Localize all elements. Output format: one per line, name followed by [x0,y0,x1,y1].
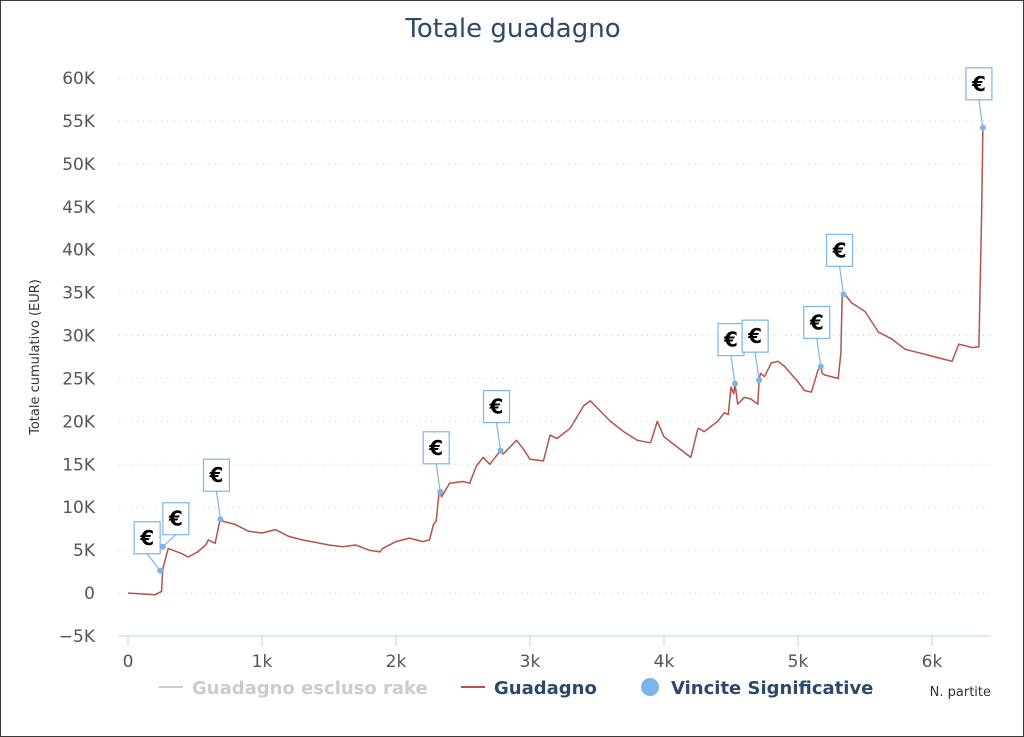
euro-icon: € [489,395,504,419]
legend-label: Guadagno [494,678,597,699]
marker-point[interactable] [756,377,763,384]
significant-win-marker[interactable]: € [741,319,769,384]
legend-circle-symbol [641,678,659,696]
y-tick-label: 15K [62,455,96,475]
y-tick-label: 60K [62,69,96,89]
significant-win-marker[interactable]: € [717,323,745,387]
x-axis-label: N. partite [930,685,991,700]
marker-point[interactable] [732,380,739,387]
significant-win-marker[interactable]: € [422,431,450,495]
euro-icon: € [168,507,183,531]
marker-flag [825,233,854,267]
marker-point[interactable] [437,488,444,495]
y-tick-label: 25K [62,369,96,389]
euro-icon: € [809,310,824,334]
chart-title: Totale guadagno [404,14,620,44]
marker-point[interactable] [217,516,224,523]
marker-connector [816,338,822,367]
y-tick-label: 5K [73,541,96,561]
marker-flag [133,521,161,555]
marker-connector [754,352,760,381]
euro-icon: € [832,238,847,262]
y-tick-label: −5K [59,627,96,647]
euro-icon: € [428,436,443,460]
marker-connector [978,99,984,128]
legend[interactable]: Guadagno escluso rake Guadagno Vincite Sig… [159,678,873,699]
legend-item[interactable]: Vincite Significative [641,678,873,699]
grid [119,77,991,637]
marker-point[interactable] [497,447,504,454]
x-tick-label: 1k [252,652,273,672]
x-tick-label: 4k [654,652,675,672]
x-axis-ticks: 0 1k 2k 3k 4k 5k 6k [119,635,991,672]
y-tick-label: 50K [62,155,96,175]
series-layer [127,124,985,596]
y-tick-label: 0 [84,584,95,604]
significant-win-marker[interactable]: € [202,458,231,523]
marker-point[interactable] [159,543,166,550]
y-tick-label: 30K [62,327,96,347]
y-tick-label: 10K [62,498,96,518]
y-tick-label: 45K [62,198,96,218]
x-tick-label: 2k [386,652,407,672]
y-tick-label: 55K [62,112,96,132]
y-tick-label: 40K [62,241,96,261]
x-tick-label: 5k [788,652,809,672]
significant-win-marker[interactable]: € [803,305,831,370]
euro-icon: € [971,72,986,96]
marker-point[interactable] [840,291,847,298]
x-tick-label: 6k [922,652,943,672]
y-tick-label: 20K [62,412,96,432]
marker-flag [422,431,450,465]
significant-win-marker[interactable]: € [159,502,190,550]
marker-point[interactable] [979,124,986,131]
y-axis-ticks: −5K 0 5K 10K 15K 20K 25K 30K 35K 40K 45K 50K 55K 60K [59,69,96,647]
markers-layer: € € € € € € € € € € [133,67,993,574]
legend-item[interactable]: Guadagno [461,678,597,699]
legend-label: Guadagno escluso rake [192,678,428,699]
marker-flag [803,305,831,340]
significant-win-marker[interactable]: € [965,67,993,131]
legend-label: Vincite Significative [671,678,873,699]
marker-connector [146,553,161,572]
euro-icon: € [723,328,738,352]
legend-item[interactable]: Guadagno escluso rake [159,678,428,699]
marker-connector [435,463,441,492]
marker-flag [741,319,769,353]
significant-win-marker[interactable]: € [133,521,164,574]
marker-flag [162,502,190,536]
euro-icon: € [747,324,762,348]
x-tick-label: 3k [520,652,541,672]
marker-point[interactable] [157,567,164,574]
marker-flag [482,389,511,424]
series-line-1[interactable] [127,124,985,596]
marker-connector [838,266,845,295]
marker-connector [730,355,736,384]
marker-connector [495,422,502,451]
marker-connector [215,491,222,520]
significant-win-marker[interactable]: € [825,233,854,298]
y-axis-label: Totale cumulativo (EUR) [28,279,43,436]
euro-icon: € [208,463,223,487]
significant-win-marker[interactable]: € [482,389,511,454]
marker-point[interactable] [817,363,824,370]
marker-flag [202,458,231,492]
euro-icon: € [139,526,154,550]
y-tick-label: 35K [62,284,96,304]
marker-flag [965,67,993,101]
x-tick-label: 0 [123,652,134,672]
